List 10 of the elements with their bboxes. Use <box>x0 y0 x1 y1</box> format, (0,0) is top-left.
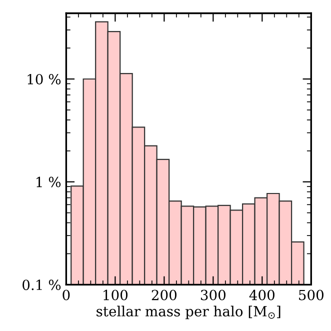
y-tick-label: 10 % <box>28 74 61 84</box>
x-tick-label: 400 <box>249 290 274 300</box>
x-tick-label: 500 <box>299 290 324 300</box>
x-axis-title: stellar mass per halo [M$_{⊙}$] <box>96 306 280 320</box>
x-tick-label: 300 <box>200 290 226 300</box>
x-tick-label: 0 <box>62 290 70 300</box>
y-tick-label: 1 % <box>36 176 61 188</box>
x-tick-label: 100 <box>104 290 128 300</box>
x-tick-label: 200 <box>152 290 177 300</box>
y-tick-label: 0.1 % <box>22 280 61 290</box>
